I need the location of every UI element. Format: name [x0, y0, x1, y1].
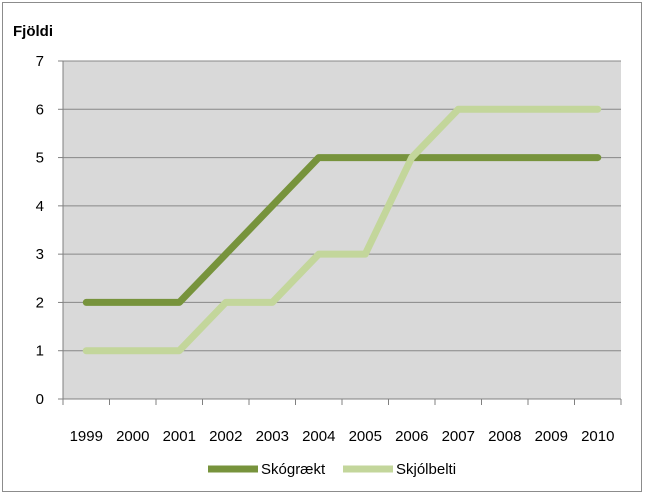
y-tick-label-4: 4	[36, 198, 44, 215]
legend-label-skograekt: Skógrækt	[261, 461, 326, 478]
series-lines	[82, 105, 602, 355]
x-tick-label-2002: 2002	[209, 428, 242, 445]
x-tick-label-2007: 2007	[442, 428, 475, 445]
y-tick-label-0: 0	[36, 391, 44, 408]
x-tick-label-2001: 2001	[163, 428, 196, 445]
y-axis-title: Fjöldi	[13, 23, 53, 40]
x-tick-label-2010: 2010	[581, 428, 614, 445]
y-tick-label-6: 6	[36, 101, 44, 118]
x-tick-label-2000: 2000	[116, 428, 149, 445]
legend-label-skjolbelti: Skjólbelti	[396, 461, 456, 478]
y-tick-label-2: 2	[36, 294, 44, 311]
x-tick-label-2003: 2003	[256, 428, 289, 445]
x-tick-labels: 1999 2000 2001 2002 2003 2004 2005 2006 2007 2008…	[70, 428, 615, 445]
x-tick-label-2009: 2009	[535, 428, 568, 445]
legend: Skógrækt Skjólbelti	[208, 461, 456, 478]
x-tick-label-2006: 2006	[395, 428, 428, 445]
axes	[62, 61, 622, 405]
series-line-skjolbelti	[82, 105, 602, 355]
series-line-skograekt	[82, 154, 602, 306]
y-tick-label-7: 7	[36, 53, 44, 70]
plot-area	[63, 61, 621, 399]
y-tick-label-5: 5	[36, 150, 44, 167]
y-tick-label-1: 1	[36, 343, 44, 360]
x-tick-label-2004: 2004	[302, 428, 335, 445]
x-tick-label-2008: 2008	[488, 428, 521, 445]
x-tick-label-2005: 2005	[349, 428, 382, 445]
y-tick-labels: 0 1 2 3 4 5 6 7	[36, 53, 44, 408]
y-tick-label-3: 3	[36, 246, 44, 263]
x-tick-label-1999: 1999	[70, 428, 103, 445]
